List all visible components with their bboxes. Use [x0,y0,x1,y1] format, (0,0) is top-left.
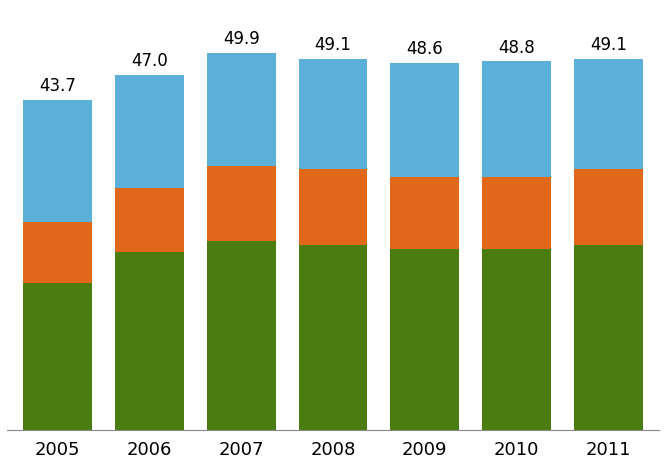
Bar [115,253,184,430]
Text: 48.8: 48.8 [498,39,535,56]
Bar [206,241,276,430]
Bar [298,59,368,169]
Bar [390,177,460,249]
Text: 49.1: 49.1 [590,36,627,55]
Bar [574,59,643,169]
Bar [574,245,643,430]
Text: 49.9: 49.9 [223,30,260,48]
Bar [23,100,92,222]
Bar [482,62,551,177]
Bar [298,245,368,430]
Text: 43.7: 43.7 [39,77,76,95]
Bar [574,169,643,245]
Text: 49.1: 49.1 [314,36,352,55]
Bar [23,283,92,430]
Bar [390,63,460,177]
Bar [206,165,276,241]
Text: 47.0: 47.0 [131,52,168,70]
Bar [115,75,184,188]
Bar [115,188,184,253]
Bar [298,169,368,245]
Bar [390,249,460,430]
Bar [482,249,551,430]
Bar [482,177,551,249]
Text: 48.6: 48.6 [406,40,443,58]
Bar [23,222,92,283]
Bar [206,53,276,165]
